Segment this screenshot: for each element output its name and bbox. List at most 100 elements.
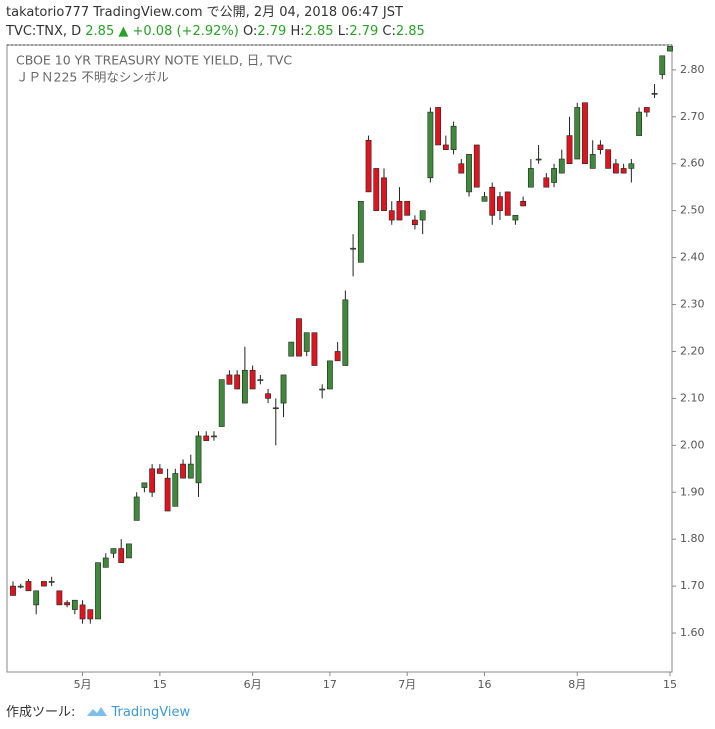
chart-title: CBOE 10 YR TREASURY NOTE YIELD, 日, TVC xyxy=(16,53,292,68)
candle-body xyxy=(102,557,109,568)
y-tick-label: 2.20 xyxy=(680,344,705,357)
y-tick-label: 2.10 xyxy=(680,391,705,404)
candle-body xyxy=(659,55,666,75)
candle-body xyxy=(527,168,534,188)
subtitle: ＪＰＮ225 不明なシンボル xyxy=(16,70,169,85)
candle-body xyxy=(643,107,650,113)
candle-body xyxy=(172,473,179,507)
candle-body xyxy=(41,581,47,587)
candle-body xyxy=(164,477,171,512)
x-tick-label: 6月 xyxy=(244,678,262,691)
candle-body xyxy=(342,299,349,366)
candle-body xyxy=(110,548,117,554)
candle-body xyxy=(203,435,210,441)
footer-brand[interactable]: TradingView xyxy=(111,705,191,720)
y-tick-label: 2.70 xyxy=(680,110,705,123)
candle-body xyxy=(512,215,519,221)
candle-body xyxy=(450,125,457,150)
x-tick-label: 5月 xyxy=(74,678,92,691)
symbol: TVC:TNX, D xyxy=(6,24,82,39)
candle-body xyxy=(504,191,511,216)
candle-body xyxy=(234,374,241,390)
x-tick-label: 8月 xyxy=(568,678,586,691)
logo xyxy=(86,707,107,716)
candle-body xyxy=(288,341,295,357)
candle-body xyxy=(195,435,202,484)
candle-body xyxy=(118,548,125,563)
x-tick-label: 7月 xyxy=(398,678,416,691)
candle-body xyxy=(388,210,395,221)
candle-body xyxy=(489,186,496,216)
candle-body xyxy=(605,149,612,169)
y-tick-label: 1.60 xyxy=(680,626,705,639)
candle-body xyxy=(33,590,40,606)
x-tick-label: 16 xyxy=(477,678,491,691)
candle-body xyxy=(628,163,635,169)
candle-body xyxy=(442,144,449,150)
candle-body xyxy=(311,332,318,366)
x-tick-label: 17 xyxy=(323,678,337,691)
chart: CBOE 10 YR TREASURY NOTE YIELD, 日, TVC Ｊ… xyxy=(6,44,705,691)
change: ▲ +0.08 (+2.92%) xyxy=(118,24,239,39)
candle-body xyxy=(249,369,256,390)
candle-body xyxy=(71,599,78,610)
candle-body xyxy=(373,168,380,211)
y-tick-label: 2.60 xyxy=(680,157,705,170)
candle-body xyxy=(95,562,101,620)
candle-body xyxy=(211,435,217,438)
candle-body xyxy=(272,407,279,410)
candle-body xyxy=(589,154,596,169)
candle-body xyxy=(319,388,326,391)
candle-body xyxy=(574,107,581,160)
candle-body xyxy=(412,219,418,226)
candle-body xyxy=(419,210,426,221)
candle-body xyxy=(612,163,619,174)
last-price: 2.85 xyxy=(85,24,115,39)
candle-body xyxy=(466,154,472,193)
candle-body xyxy=(396,200,403,221)
candle-body xyxy=(303,332,310,352)
candle-body xyxy=(667,46,673,52)
candle-body xyxy=(133,496,140,521)
candle-body xyxy=(473,144,480,188)
candle-body xyxy=(226,374,233,385)
y-tick-label: 2.30 xyxy=(680,298,705,311)
high-value: 2.85 xyxy=(304,24,334,39)
candle-body xyxy=(497,196,503,211)
publish-line: takatorio777 TradingView.com で公開, 2月 04,… xyxy=(6,5,403,20)
candle-body xyxy=(25,581,32,592)
candle-body xyxy=(535,158,542,161)
low-value: 2.79 xyxy=(349,24,379,39)
y-tick-label: 2.50 xyxy=(680,204,705,217)
candle-body xyxy=(558,158,565,174)
y-tick-label: 1.90 xyxy=(680,485,705,498)
low-label: L: xyxy=(337,24,350,39)
close-value: 2.85 xyxy=(395,24,425,39)
high-label: H: xyxy=(290,24,305,39)
candle-body xyxy=(156,468,163,474)
candle-body xyxy=(79,604,86,620)
candle-body xyxy=(381,177,387,211)
candle-body xyxy=(651,93,658,95)
candle-body xyxy=(334,351,341,362)
candle-body xyxy=(296,318,302,357)
candle-body xyxy=(64,602,71,606)
candle-body xyxy=(582,102,588,165)
candle-body xyxy=(427,111,434,179)
candle-body xyxy=(636,111,642,136)
y-tick-label: 1.80 xyxy=(680,532,705,545)
candle-body xyxy=(87,609,94,620)
candle-body xyxy=(404,200,411,216)
candle-body xyxy=(481,196,488,202)
footer-label: 作成ツール: xyxy=(6,705,76,720)
open-label: O: xyxy=(242,24,258,39)
x-tick-label: 15 xyxy=(153,678,167,691)
y-tick-label: 2.40 xyxy=(680,251,705,264)
header: takatorio777 TradingView.com で公開, 2月 04,… xyxy=(6,3,425,41)
x-tick-label: 15 xyxy=(663,678,677,691)
candle-body xyxy=(187,463,194,479)
footer: 作成ツール: TradingView xyxy=(6,701,190,720)
candle-body xyxy=(218,379,225,427)
candle-body xyxy=(149,468,156,493)
